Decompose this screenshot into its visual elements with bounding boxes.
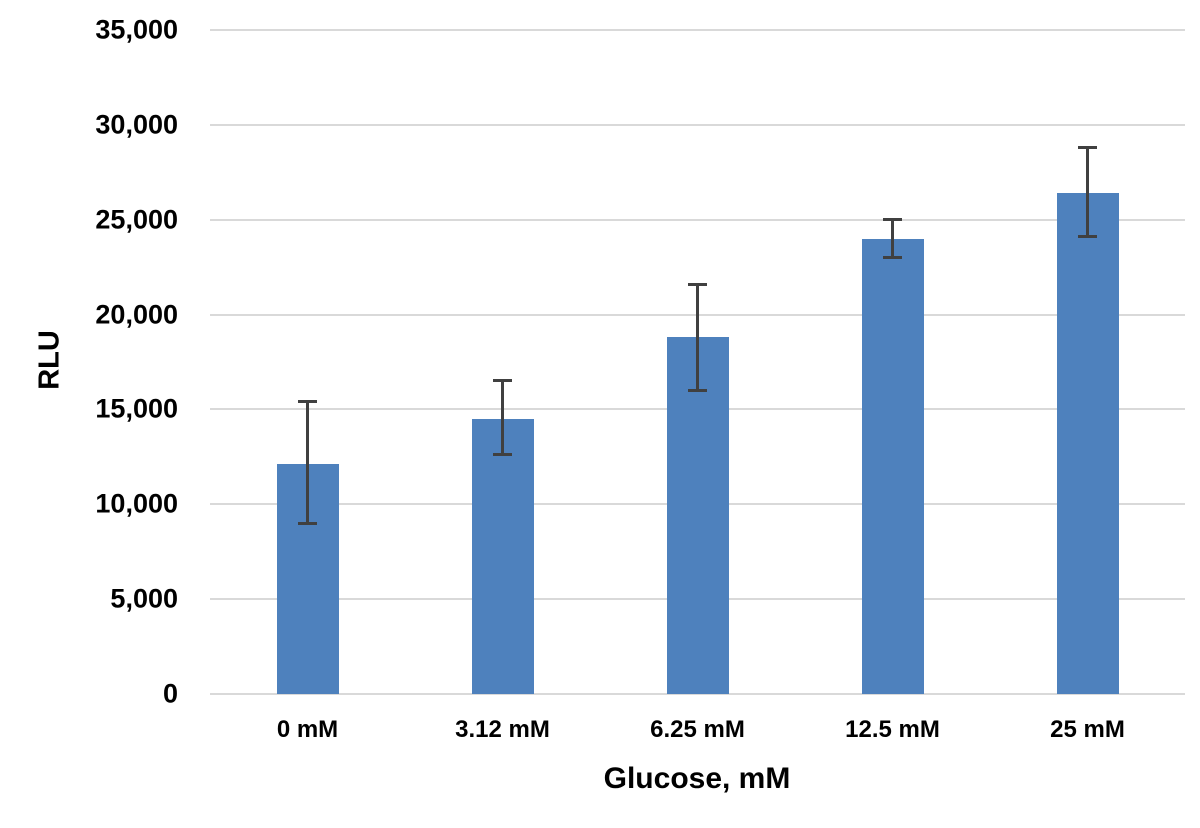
error-bar-line xyxy=(891,219,894,258)
y-axis-title: RLU xyxy=(33,330,66,390)
error-bar-cap xyxy=(493,453,512,457)
error-bar-cap xyxy=(298,400,317,404)
error-bar-cap xyxy=(883,218,902,222)
y-tick-label: 20,000 xyxy=(95,299,178,330)
error-bar-cap xyxy=(1078,146,1097,150)
y-tick-label: 35,000 xyxy=(95,14,178,45)
y-tick-label: 30,000 xyxy=(95,109,178,140)
x-tick-label: 0 mM xyxy=(276,716,339,743)
error-bar-line xyxy=(696,284,699,391)
x-tick-label: 25 mM xyxy=(1050,716,1125,743)
y-tick-label: 25,000 xyxy=(95,204,178,235)
x-tick-label: 12.5 mM xyxy=(845,716,940,743)
error-bar-line xyxy=(1086,147,1089,237)
y-tick-label: 15,000 xyxy=(95,393,178,424)
gridline xyxy=(210,29,1185,31)
error-bar-cap xyxy=(688,388,707,392)
gridline xyxy=(210,123,1185,126)
gridline xyxy=(210,693,1185,695)
gridline xyxy=(210,218,1185,221)
x-axis-title: Glucose, mM xyxy=(603,762,791,795)
error-bar-cap xyxy=(1078,235,1097,239)
error-bar-cap xyxy=(883,256,902,260)
error-bar-cap xyxy=(298,521,317,525)
bar xyxy=(861,238,924,694)
x-tick-label: 3.12 mM xyxy=(455,716,550,743)
y-tick-label: 5,000 xyxy=(110,583,178,614)
error-bar-line xyxy=(501,380,504,455)
bar xyxy=(1056,193,1119,694)
y-tick-label: 0 xyxy=(162,678,178,709)
error-bar-cap xyxy=(493,379,512,383)
y-tick-label: 10,000 xyxy=(95,488,178,519)
bar xyxy=(471,418,534,694)
x-tick-label: 6.25 mM xyxy=(650,716,745,743)
bar xyxy=(666,337,729,694)
error-bar-cap xyxy=(688,282,707,286)
error-bar-line xyxy=(306,401,309,524)
